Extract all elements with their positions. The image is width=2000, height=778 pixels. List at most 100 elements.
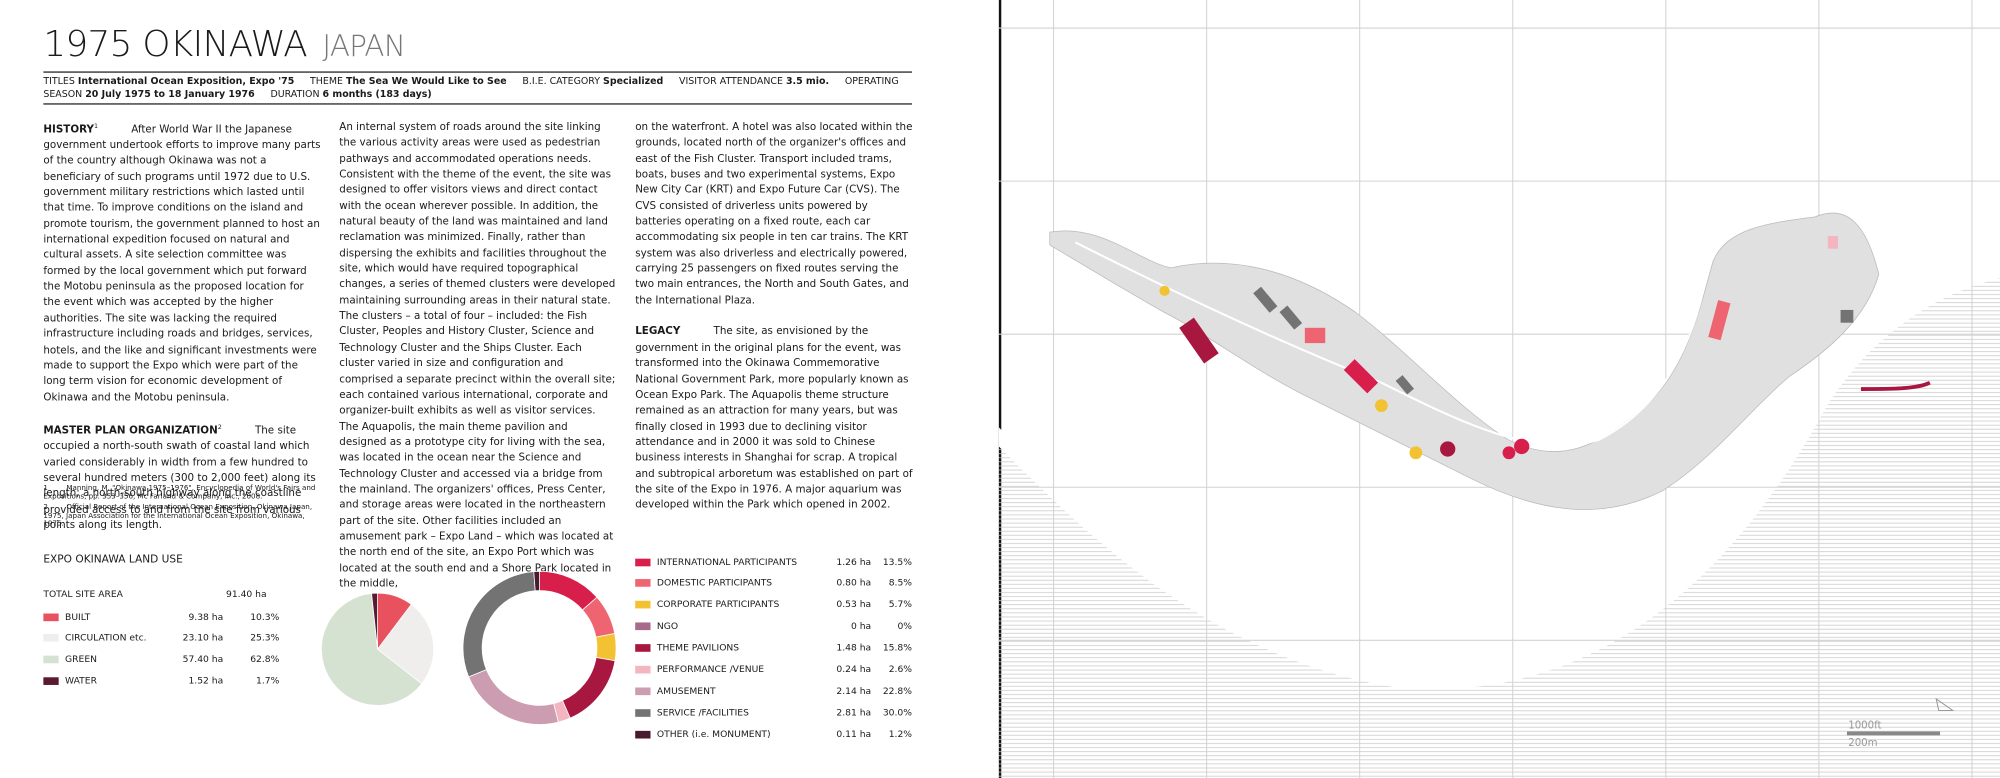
footnote-text: Official Report of the International Oce… [43, 504, 313, 529]
area-value: 0.11 ha [836, 728, 872, 740]
meta-value: International Ocean Exposition, Expo '75 [77, 75, 295, 87]
pie-slice [321, 593, 423, 706]
scale-label: 200m [1848, 738, 1877, 749]
meta-label: OPERATING SEASON [43, 75, 899, 100]
legend-label: SERVICE /FACILITIES [656, 706, 749, 719]
heading-text: HISTORY [43, 122, 94, 135]
legend-swatch [635, 558, 651, 567]
area-value: 1.48 ha [836, 641, 872, 654]
scale-label: 1000ft [1848, 720, 1881, 731]
legend-row: AMUSEMENT 2.14 ha 22.8% [635, 684, 912, 699]
legend-label: DOMESTIC PARTICIPANTS [656, 576, 773, 589]
text-column: HISTORY1 After World War II the Japanese … [43, 119, 321, 548]
area-value: 23.10 ha [182, 631, 224, 643]
percent-value: 1.2% [888, 728, 912, 740]
heading-text: MASTER PLAN ORGANIZATION [43, 423, 218, 437]
meta-label: THEME [310, 75, 343, 87]
legend-swatch [43, 633, 59, 642]
meta-value: 6 months (183 days) [322, 88, 432, 100]
legend-swatch [635, 600, 651, 609]
legend-row: CIRCULATION etc. 23.10 ha 25.3% [43, 630, 279, 645]
footnote: 2 Official Report of the International Oc… [43, 504, 321, 529]
legend-label: PERFORMANCE /VENUE [656, 663, 765, 675]
country: JAPAN [322, 30, 406, 64]
legend-swatch [635, 579, 651, 587]
area-value: 1.26 ha [836, 556, 872, 568]
north-arrow [1935, 697, 1955, 711]
paragraph-text: After World War II the Japanese governme… [43, 122, 321, 403]
total-label: TOTAL SITE AREA [43, 588, 123, 600]
legend-row: SERVICE /FACILITIES 2.81 ha 30.0% [635, 705, 912, 720]
legend-row: DOMESTIC PARTICIPANTS 0.80 ha 8.5% [635, 575, 912, 590]
legend-row: GREEN 57.40 ha 62.8% [43, 652, 279, 667]
page-title: 1975 OKINAWA JAPAN [43, 23, 405, 65]
percent-value: 62.8% [250, 653, 280, 665]
area-value: 2.81 ha [836, 706, 872, 719]
donut-segment [468, 669, 559, 725]
legend-row: BUILT 9.38 ha 10.3% [43, 610, 279, 625]
area-value: 1.52 ha [188, 674, 224, 687]
legend-swatch [43, 677, 59, 685]
donut-segment [561, 657, 616, 719]
footnote-text: Manning, M. "Okinawa 1975–1976", Encyclo… [43, 484, 316, 501]
text-column: An internal system of roads around the s… [339, 119, 617, 607]
area-value: 0.24 ha [836, 663, 872, 675]
legend-swatch [635, 687, 651, 696]
legend-label: THEME PAVILIONS [656, 641, 740, 654]
total-row: TOTAL SITE AREA 91.40 ha [43, 587, 298, 602]
percent-value: 25.3% [250, 631, 280, 643]
legend-label: OTHER (i.e. MONUMENT) [656, 728, 771, 740]
meta-item: DURATION 6 months (183 days) [270, 88, 431, 99]
title: 1975 OKINAWA [43, 22, 308, 66]
footnote-number: 1 [43, 484, 48, 493]
meta-item: VISITOR ATTENDANCE 3.5 mio. [679, 75, 829, 86]
sea [998, 278, 2000, 778]
meta-label: DURATION [270, 88, 320, 100]
donut-segment [539, 571, 598, 611]
paragraph-text: on the waterfront. A hotel was also loca… [635, 119, 913, 306]
heading: LEGACY [635, 325, 680, 338]
rule [43, 103, 912, 105]
note-ref: 1 [93, 122, 99, 131]
percent-value: 5.7% [888, 598, 912, 610]
meta-value: Specialized [603, 75, 664, 87]
meta-label: B.I.E. CATEGORY [522, 75, 601, 87]
meta-value: 20 July 1975 to 18 January 1976 [85, 88, 255, 100]
paragraph-text: The site occupied a north-south swath of… [43, 423, 316, 531]
legend-label: BUILT [65, 610, 91, 623]
paragraph: LEGACY The site, as envisioned by the gov… [635, 323, 913, 512]
section-title: EXPO OKINAWA LAND USE [43, 552, 183, 566]
footnote-number: 2 [43, 504, 48, 512]
paragraph: HISTORY1 After World War II the Japanese … [43, 119, 321, 405]
legend-label: NGO [656, 619, 679, 632]
meta-value: 3.5 mio. [785, 75, 830, 87]
meta-item: B.I.E. CATEGORY Specialized [522, 75, 663, 86]
meta: TITLES International Ocean Exposition, E… [43, 75, 912, 101]
donut-segment [533, 571, 540, 592]
percent-value: 30.0% [882, 706, 912, 719]
footnotes: 1 Manning, M. "Okinawa 1975–1976", Encycl… [43, 485, 321, 532]
legend-swatch [635, 622, 651, 631]
legend-label: INTERNATIONAL PARTICIPANTS [656, 556, 798, 568]
paragraph: on the waterfront. A hotel was also loca… [635, 119, 913, 308]
legend-row: WATER 1.52 ha 1.7% [43, 673, 279, 688]
island [1049, 212, 1931, 510]
legend-row: OTHER (i.e. MONUMENT) 0.11 ha 1.2% [635, 727, 912, 742]
legend-label: CORPORATE PARTICIPANTS [656, 598, 780, 610]
pie-slice [371, 592, 378, 650]
percent-value: 2.6% [888, 663, 912, 675]
legend-label: WATER [65, 674, 97, 687]
area-value: 0.80 ha [836, 576, 872, 589]
legend-row: NGO 0 ha 0% [635, 619, 912, 634]
area-value: 0 ha [850, 619, 872, 632]
donut-segment [462, 571, 536, 678]
percent-value: 22.8% [882, 684, 912, 697]
footnote: 1 Manning, M. "Okinawa 1975–1976", Encycl… [43, 485, 321, 502]
heading: MASTER PLAN ORGANIZATION2 [43, 423, 221, 436]
legend-swatch [635, 665, 651, 674]
legend-swatch [635, 730, 651, 739]
area-value: 57.40 ha [182, 653, 224, 665]
meta-item: OPERATING SEASON 20 July 1975 to 18 Janu… [43, 75, 898, 99]
paragraph: An internal system of roads around the s… [339, 119, 617, 591]
note-ref: 2 [217, 423, 222, 432]
